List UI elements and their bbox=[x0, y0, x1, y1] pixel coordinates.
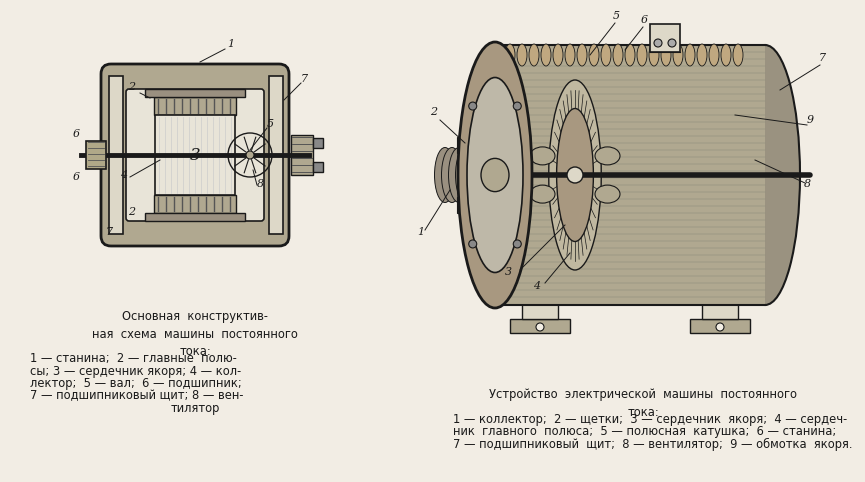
Ellipse shape bbox=[541, 44, 551, 66]
Text: 8: 8 bbox=[257, 179, 264, 189]
Ellipse shape bbox=[595, 185, 620, 203]
Bar bbox=[155, 115, 235, 195]
Ellipse shape bbox=[601, 44, 611, 66]
Bar bbox=[313, 138, 323, 148]
Bar bbox=[313, 162, 323, 172]
Ellipse shape bbox=[517, 44, 527, 66]
Ellipse shape bbox=[625, 44, 635, 66]
Ellipse shape bbox=[529, 44, 539, 66]
Ellipse shape bbox=[613, 44, 623, 66]
Bar bbox=[291, 135, 313, 175]
Text: 7: 7 bbox=[301, 74, 308, 84]
Circle shape bbox=[513, 102, 522, 110]
Ellipse shape bbox=[477, 147, 497, 202]
Bar bbox=[510, 319, 570, 333]
Text: 6: 6 bbox=[73, 129, 80, 139]
Text: 1 — станина;  2 — главные  полю-: 1 — станина; 2 — главные полю- bbox=[30, 352, 237, 365]
Text: 7 — подшипниковый щит; 8 — вен-: 7 — подшипниковый щит; 8 — вен- bbox=[30, 389, 244, 402]
Text: 9: 9 bbox=[807, 115, 814, 125]
Ellipse shape bbox=[434, 147, 456, 202]
Text: 8: 8 bbox=[804, 179, 811, 189]
Bar bbox=[86, 141, 106, 169]
Ellipse shape bbox=[595, 147, 620, 165]
Text: 7: 7 bbox=[819, 53, 826, 63]
Ellipse shape bbox=[565, 44, 575, 66]
Text: 5: 5 bbox=[267, 119, 274, 129]
Bar bbox=[650, 24, 680, 52]
Text: 7 — подшипниковый  щит;  8 — вентилятор;  9 — обмотка  якоря.: 7 — подшипниковый щит; 8 — вентилятор; 9… bbox=[453, 438, 853, 451]
Bar bbox=[457, 197, 479, 213]
Text: 4: 4 bbox=[120, 170, 127, 180]
Ellipse shape bbox=[556, 108, 593, 241]
Bar bbox=[145, 89, 245, 97]
Ellipse shape bbox=[553, 44, 563, 66]
Text: Основная  конструктив-
ная  схема  машины  постоянного
тока:: Основная конструктив- ная схема машины п… bbox=[92, 310, 298, 358]
Ellipse shape bbox=[685, 44, 695, 66]
Ellipse shape bbox=[649, 44, 659, 66]
Bar bbox=[702, 301, 738, 319]
Ellipse shape bbox=[577, 44, 587, 66]
Text: 1: 1 bbox=[227, 39, 234, 49]
Bar bbox=[145, 213, 245, 221]
Bar bbox=[690, 319, 750, 333]
Text: 2: 2 bbox=[128, 207, 135, 217]
Circle shape bbox=[654, 39, 662, 47]
Bar bbox=[522, 301, 558, 319]
Ellipse shape bbox=[484, 147, 504, 202]
Bar bbox=[109, 76, 123, 234]
Ellipse shape bbox=[730, 45, 800, 305]
Ellipse shape bbox=[637, 44, 647, 66]
FancyBboxPatch shape bbox=[101, 64, 289, 246]
Ellipse shape bbox=[548, 80, 601, 270]
Text: 2: 2 bbox=[128, 82, 135, 92]
Bar bbox=[154, 97, 236, 115]
Text: 6: 6 bbox=[641, 15, 648, 25]
Text: 1 — коллектор;  2 — щетки;  3 — сердечник  якоря;  4 — сердеч-: 1 — коллектор; 2 — щетки; 3 — сердечник … bbox=[453, 413, 847, 426]
Ellipse shape bbox=[709, 44, 719, 66]
Text: 3: 3 bbox=[189, 147, 201, 163]
Ellipse shape bbox=[673, 44, 683, 66]
Circle shape bbox=[716, 323, 724, 331]
Text: тилятор: тилятор bbox=[170, 402, 220, 415]
Ellipse shape bbox=[441, 147, 463, 202]
Bar bbox=[154, 195, 236, 213]
Text: 5: 5 bbox=[613, 11, 620, 21]
Circle shape bbox=[513, 240, 522, 248]
Ellipse shape bbox=[458, 42, 532, 308]
Ellipse shape bbox=[470, 147, 490, 202]
Ellipse shape bbox=[448, 147, 470, 202]
Text: ник  главного  полюса;  5 — полюсная  катушка;  6 — станина;: ник главного полюса; 5 — полюсная катушк… bbox=[453, 426, 836, 439]
Text: 1: 1 bbox=[417, 227, 424, 237]
Text: лектор;  5 — вал;  6 — подшипник;: лектор; 5 — вал; 6 — подшипник; bbox=[30, 377, 241, 390]
Ellipse shape bbox=[589, 44, 599, 66]
Bar bbox=[495, 45, 765, 305]
Circle shape bbox=[469, 240, 477, 248]
Ellipse shape bbox=[530, 147, 555, 165]
Circle shape bbox=[567, 167, 583, 183]
Bar bbox=[269, 76, 283, 234]
Text: 4: 4 bbox=[533, 281, 540, 291]
Ellipse shape bbox=[463, 147, 484, 202]
Bar bbox=[457, 137, 479, 153]
Ellipse shape bbox=[661, 44, 671, 66]
Ellipse shape bbox=[697, 44, 707, 66]
Ellipse shape bbox=[530, 185, 555, 203]
Circle shape bbox=[469, 102, 477, 110]
FancyBboxPatch shape bbox=[126, 89, 264, 221]
Circle shape bbox=[536, 323, 544, 331]
Text: сы; 3 — сердечник якоря; 4 — кол-: сы; 3 — сердечник якоря; 4 — кол- bbox=[30, 364, 241, 377]
Text: 7: 7 bbox=[106, 227, 113, 237]
Circle shape bbox=[668, 39, 676, 47]
Circle shape bbox=[246, 151, 254, 159]
Ellipse shape bbox=[481, 159, 509, 192]
Text: 6: 6 bbox=[73, 172, 80, 182]
Ellipse shape bbox=[721, 44, 731, 66]
Ellipse shape bbox=[456, 147, 477, 202]
Text: 3: 3 bbox=[505, 267, 512, 277]
Text: 2: 2 bbox=[430, 107, 437, 117]
Text: Устройство  электрической  машины  постоянного
тока:: Устройство электрической машины постоянн… bbox=[489, 388, 797, 418]
Ellipse shape bbox=[733, 44, 743, 66]
Ellipse shape bbox=[505, 44, 515, 66]
Ellipse shape bbox=[467, 78, 523, 272]
